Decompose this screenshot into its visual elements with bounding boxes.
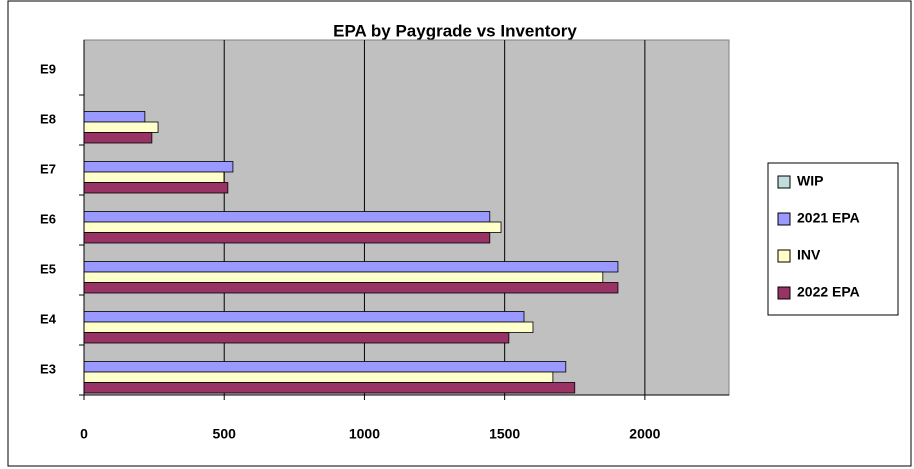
bar (83, 232, 491, 244)
legend-label: INV (797, 247, 821, 263)
bar (83, 261, 619, 273)
bar (83, 221, 502, 233)
bar (83, 161, 234, 173)
bar (83, 271, 604, 283)
legend-swatch (777, 286, 791, 300)
bar (83, 121, 159, 133)
y-tick-label: E7 (40, 161, 56, 176)
bar (83, 211, 491, 223)
x-tick-label: 0 (80, 426, 88, 442)
chart-title: EPA by Paygrade vs Inventory (333, 21, 577, 40)
y-tick-label: E8 (40, 111, 56, 126)
x-tick-label: 1000 (349, 426, 380, 442)
legend-swatch (777, 212, 791, 226)
y-tick-label: E4 (40, 311, 57, 326)
bar (83, 182, 229, 194)
bar (83, 311, 525, 323)
legend-swatch (777, 249, 791, 263)
y-tick-label: E3 (40, 361, 56, 376)
bar (83, 282, 619, 294)
x-tick-label: 1500 (489, 426, 520, 442)
legend-label: 2021 EPA (797, 210, 860, 226)
bar (83, 321, 534, 333)
bar (83, 332, 510, 344)
legend-label: 2022 EPA (797, 284, 860, 300)
bar (83, 171, 225, 183)
legend-label: WIP (797, 173, 823, 189)
bar (83, 361, 567, 373)
x-tick-label: 2000 (629, 426, 660, 442)
bar (83, 371, 554, 383)
y-tick-label: E5 (40, 261, 56, 276)
y-tick-label: E6 (40, 211, 56, 226)
x-tick-label: 500 (213, 426, 237, 442)
bar (83, 111, 146, 123)
legend-swatch (777, 175, 791, 189)
y-tick-label: E9 (40, 61, 56, 76)
bar (83, 382, 576, 394)
bar (83, 132, 153, 144)
